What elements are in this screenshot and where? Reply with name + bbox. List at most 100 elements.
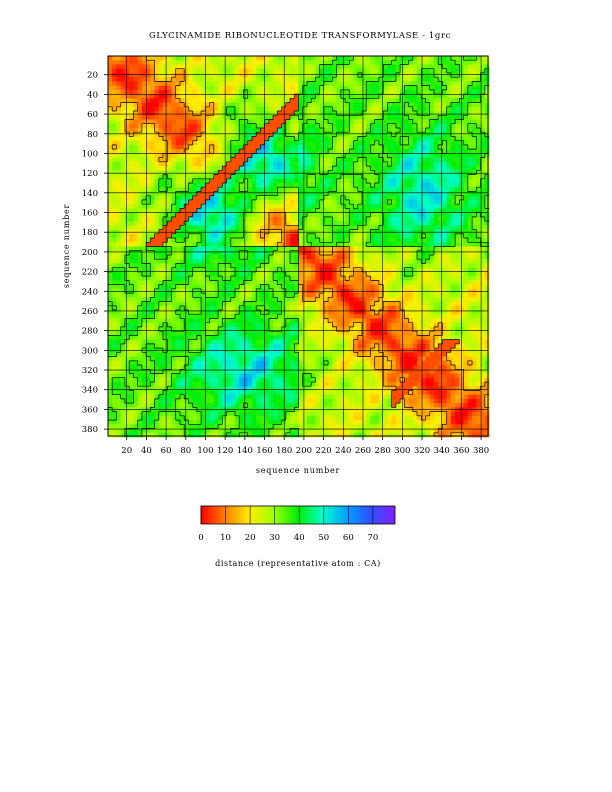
heatmap-cell bbox=[209, 373, 215, 379]
heatmap-cell bbox=[137, 343, 143, 349]
heatmap-cell bbox=[213, 199, 219, 205]
heatmap-cell bbox=[251, 233, 257, 239]
heatmap-cell bbox=[247, 195, 253, 201]
heatmap-cell bbox=[294, 119, 299, 125]
heatmap-cell bbox=[234, 365, 240, 370]
heatmap-cell bbox=[112, 144, 117, 150]
heatmap-cell bbox=[230, 242, 236, 247]
heatmap-cell bbox=[120, 77, 126, 82]
heatmap-cell bbox=[273, 356, 278, 362]
heatmap-cell bbox=[268, 174, 274, 180]
heatmap-cell bbox=[146, 60, 151, 65]
heatmap-cell bbox=[247, 314, 253, 319]
heatmap-cell bbox=[311, 233, 316, 239]
heatmap-cell bbox=[137, 432, 143, 438]
heatmap-cell bbox=[112, 301, 117, 307]
heatmap-cell bbox=[226, 271, 232, 277]
heatmap-cell bbox=[192, 314, 198, 319]
heatmap-cell bbox=[243, 68, 249, 74]
heatmap-cell bbox=[247, 242, 253, 247]
heatmap-cell bbox=[234, 326, 240, 332]
heatmap-cell bbox=[188, 411, 194, 417]
heatmap-cell bbox=[124, 369, 130, 374]
heatmap-cell bbox=[218, 212, 223, 218]
heatmap-cell bbox=[222, 276, 227, 281]
heatmap-cell bbox=[260, 187, 266, 192]
heatmap-cell bbox=[154, 242, 160, 247]
heatmap-cell bbox=[268, 229, 274, 235]
heatmap-cell bbox=[328, 339, 333, 345]
heatmap-cell bbox=[294, 178, 299, 184]
heatmap-cell bbox=[188, 127, 194, 133]
heatmap-cell bbox=[213, 56, 219, 61]
heatmap-cell bbox=[129, 174, 134, 180]
heatmap-cell bbox=[273, 369, 278, 374]
heatmap-cell bbox=[192, 102, 198, 108]
heatmap-cell bbox=[311, 238, 316, 243]
heatmap-cell bbox=[209, 216, 215, 222]
heatmap-cell bbox=[281, 127, 287, 133]
heatmap-cell bbox=[336, 81, 342, 87]
heatmap-cell bbox=[290, 326, 295, 332]
heatmap-cell bbox=[264, 411, 270, 417]
heatmap-cell bbox=[268, 56, 274, 61]
heatmap-cell bbox=[201, 208, 206, 214]
heatmap-cell bbox=[234, 305, 240, 311]
heatmap-cell bbox=[230, 356, 236, 362]
heatmap-cell bbox=[256, 68, 261, 74]
heatmap-cell bbox=[184, 415, 189, 421]
heatmap-cell bbox=[218, 390, 223, 396]
heatmap-cell bbox=[273, 259, 278, 264]
heatmap-cell bbox=[251, 77, 257, 82]
heatmap-cell bbox=[256, 195, 261, 201]
heatmap-cell bbox=[268, 106, 274, 112]
heatmap-cell bbox=[150, 377, 155, 383]
heatmap-cell bbox=[120, 242, 126, 247]
heatmap-cell bbox=[133, 267, 139, 273]
heatmap-cell bbox=[315, 424, 321, 429]
heatmap-cell bbox=[247, 305, 253, 311]
heatmap-cell bbox=[294, 229, 299, 235]
heatmap-cell bbox=[302, 356, 308, 362]
heatmap-cell bbox=[281, 68, 287, 74]
heatmap-cell bbox=[108, 373, 113, 379]
heatmap-cell bbox=[294, 360, 299, 366]
heatmap-cell bbox=[306, 394, 312, 400]
heatmap-cell bbox=[315, 94, 321, 99]
heatmap-cell bbox=[188, 377, 194, 383]
heatmap-cell bbox=[171, 153, 177, 158]
heatmap-cell bbox=[306, 411, 312, 417]
heatmap-cell bbox=[281, 85, 287, 91]
heatmap-cell bbox=[332, 259, 337, 264]
heatmap-cell bbox=[141, 81, 147, 87]
heatmap-cell bbox=[281, 195, 287, 201]
heatmap-cell bbox=[251, 187, 257, 192]
heatmap-cell bbox=[175, 326, 181, 332]
heatmap-cell bbox=[175, 77, 181, 82]
heatmap-cell bbox=[218, 115, 223, 120]
heatmap-cell bbox=[179, 254, 185, 260]
heatmap-cell bbox=[277, 132, 282, 137]
heatmap-cell bbox=[192, 174, 198, 180]
heatmap-cell bbox=[171, 81, 177, 87]
heatmap-cell bbox=[179, 102, 185, 108]
heatmap-cell bbox=[285, 68, 291, 74]
heatmap-cell bbox=[141, 204, 147, 209]
heatmap-cell bbox=[112, 195, 117, 201]
heatmap-cell bbox=[146, 271, 151, 277]
heatmap-cell bbox=[171, 170, 177, 175]
heatmap-cell bbox=[281, 297, 287, 302]
heatmap-cell bbox=[277, 123, 282, 129]
heatmap-cell bbox=[256, 314, 261, 319]
heatmap-cell bbox=[158, 127, 164, 133]
heatmap-cell bbox=[141, 314, 147, 319]
heatmap-cell bbox=[120, 182, 126, 188]
heatmap-cell bbox=[124, 123, 130, 129]
heatmap-cell bbox=[201, 64, 206, 70]
heatmap-cell bbox=[154, 123, 160, 129]
heatmap-cell bbox=[133, 153, 139, 158]
heatmap-cell bbox=[146, 254, 151, 260]
heatmap-cell bbox=[205, 233, 210, 239]
heatmap-cell bbox=[328, 331, 333, 336]
heatmap-cell bbox=[256, 309, 261, 315]
